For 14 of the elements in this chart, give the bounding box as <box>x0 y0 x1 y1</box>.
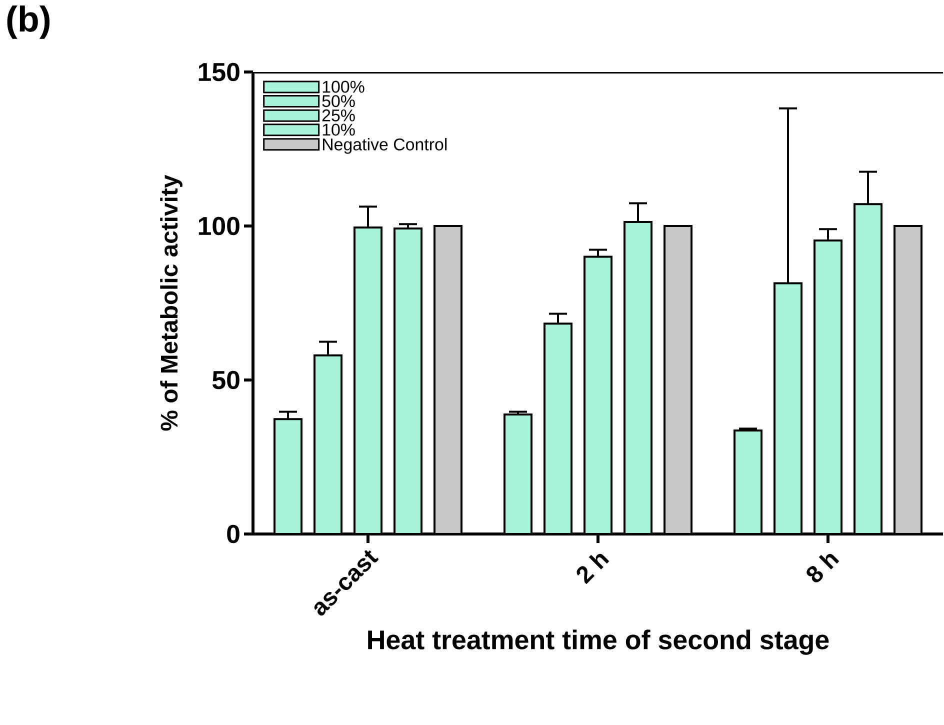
x-axis-title: Heat treatment time of second stage <box>368 630 829 655</box>
x-tick-label: 2 h <box>576 554 610 584</box>
y-tick-label: 0 <box>227 524 240 544</box>
chart-title: (b) <box>7 6 50 39</box>
y-tick-label: 150 <box>198 62 240 82</box>
x-tick-label: 8 h <box>806 554 840 582</box>
legend-label: 50% <box>322 95 355 108</box>
legend-label: 25% <box>322 109 355 122</box>
legend-label: 10% <box>322 124 355 136</box>
y-tick-label: 50 <box>212 370 240 390</box>
y-tick-label: 100 <box>198 216 240 236</box>
legend-label: Negative Control <box>322 138 447 154</box>
legend-label: 100% <box>322 80 364 93</box>
y-axis-title: % of Metabolic activity <box>160 174 182 431</box>
